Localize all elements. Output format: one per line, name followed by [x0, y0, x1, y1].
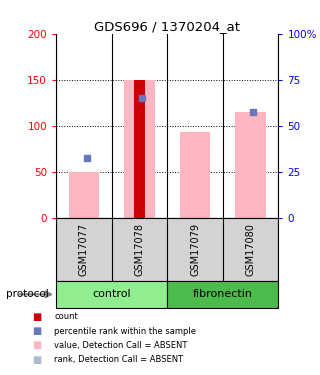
Bar — [134, 80, 145, 218]
Text: count: count — [54, 312, 78, 321]
Text: ■: ■ — [32, 340, 41, 350]
Bar — [167, 281, 278, 308]
Text: GSM17080: GSM17080 — [246, 223, 256, 276]
Text: ■: ■ — [32, 312, 41, 322]
Bar — [124, 80, 155, 218]
Bar — [235, 112, 266, 218]
Text: rank, Detection Call = ABSENT: rank, Detection Call = ABSENT — [54, 355, 184, 364]
Text: GSM17077: GSM17077 — [79, 223, 89, 276]
Text: fibronectin: fibronectin — [193, 290, 253, 299]
Text: GSM17079: GSM17079 — [190, 223, 200, 276]
Bar — [180, 132, 210, 218]
Text: value, Detection Call = ABSENT: value, Detection Call = ABSENT — [54, 341, 188, 350]
Bar — [68, 172, 99, 217]
Text: control: control — [92, 290, 131, 299]
Text: ■: ■ — [32, 326, 41, 336]
Title: GDS696 / 1370204_at: GDS696 / 1370204_at — [94, 20, 240, 33]
Text: ■: ■ — [32, 355, 41, 364]
Text: percentile rank within the sample: percentile rank within the sample — [54, 327, 196, 336]
Bar — [56, 281, 167, 308]
Text: protocol: protocol — [6, 290, 49, 299]
Text: GSM17078: GSM17078 — [134, 223, 144, 276]
